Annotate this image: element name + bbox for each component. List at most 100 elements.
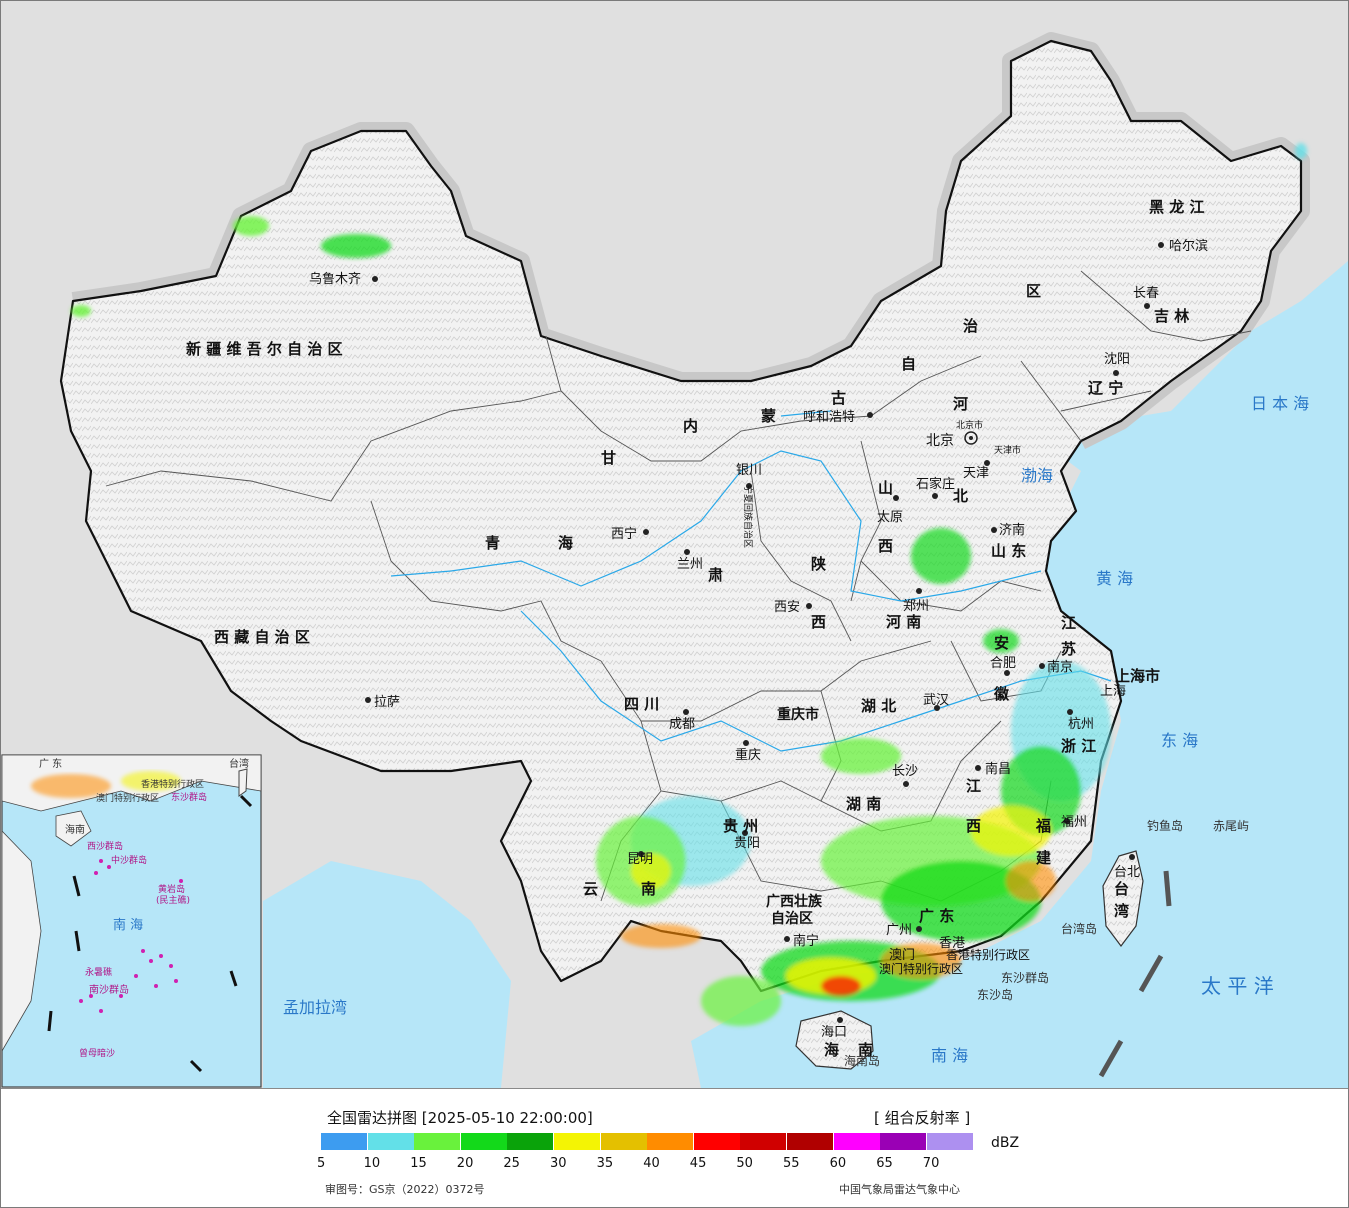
inset-zengmuansha: 曾母暗沙 <box>79 1047 115 1059</box>
island-diaoyudao: 钓鱼岛 <box>1147 818 1183 833</box>
city-changsha: 长沙 <box>892 764 918 779</box>
label-qinghai-1: 青 <box>485 534 500 552</box>
color-swatch <box>834 1133 880 1150</box>
inset-yongshujiao: 永暑礁 <box>85 966 112 978</box>
label-hubei: 湖 北 <box>861 697 896 715</box>
city-haikou: 海口 <box>821 1025 847 1040</box>
city-harbin: 哈尔滨 <box>1169 238 1208 254</box>
city-macau: 澳门 <box>889 947 915 963</box>
label-gansu-2: 肃 <box>708 566 723 584</box>
label-taiwan-0: 台 <box>1114 880 1129 898</box>
label-shaanxi-2: 西 <box>811 613 826 631</box>
label-hebei-1: 河 <box>953 395 968 413</box>
color-scale-tick: 55 <box>783 1156 800 1171</box>
color-swatch <box>461 1133 507 1150</box>
inset-taiwan: 台湾 <box>229 757 249 770</box>
city-shanghai: 上海 <box>1100 684 1126 699</box>
color-swatch <box>368 1133 414 1150</box>
label-shanxi-2: 西 <box>878 537 893 555</box>
label-henan: 河 南 <box>886 613 921 631</box>
label-jiangsu-1: 江 <box>1061 614 1076 632</box>
city-zhengzhou: 郑州 <box>903 599 929 614</box>
label-guizhou: 贵 州 <box>723 817 758 835</box>
city-shijiazhuang: 石家庄 <box>916 476 955 492</box>
label-hainan-1: 海 <box>824 1041 839 1059</box>
label-hebei-2: 北 <box>953 487 968 505</box>
label-chongqing: 重庆市 <box>777 706 819 723</box>
sea-huanghai: 黄 海 <box>1096 569 1133 588</box>
label-zhejiang: 浙 江 <box>1061 737 1096 755</box>
inset-guangdong: 广 东 <box>39 757 62 770</box>
color-scale-tick: 15 <box>410 1156 427 1171</box>
city-xian: 西安 <box>774 600 800 615</box>
inset-dongsha: 东沙群岛 <box>171 791 207 803</box>
city-nanning: 南宁 <box>793 933 819 949</box>
city-fuzhou: 福州 <box>1061 815 1087 830</box>
label-anhui-1: 安 <box>994 634 1009 652</box>
label-aomen: 澳门特别行政区 <box>879 961 963 976</box>
label-hunan: 湖 南 <box>846 795 881 813</box>
data-source: 中国气象局雷达气象中心 <box>839 1181 960 1197</box>
inset-minzhujiao: (民主礁) <box>156 894 190 906</box>
label-shanghai: 上海市 <box>1115 667 1160 685</box>
city-yinchuan: 银川 <box>736 463 762 478</box>
city-shenyang: 沈阳 <box>1104 352 1130 367</box>
color-scale-tick: 65 <box>876 1156 893 1171</box>
legend-title: 全国雷达拼图 [2025-05-10 22:00:00] <box>327 1107 593 1128</box>
sea-mengjialawan: 孟加拉湾 <box>283 998 347 1017</box>
label-guangxi-2: 自治区 <box>771 910 813 927</box>
label-jiangxi-0: 江 <box>966 777 981 795</box>
sea-ribenhai: 日 本 海 <box>1251 394 1309 413</box>
sea-donghai: 东 海 <box>1161 731 1198 750</box>
color-swatch <box>694 1133 740 1150</box>
label-heilongjiang: 黑 龙 江 <box>1149 198 1204 216</box>
label-shandong: 山 东 <box>991 542 1026 560</box>
inset-nanhai: 南 海 <box>113 917 143 933</box>
island-taiwandao: 台湾岛 <box>1061 921 1097 936</box>
city-nanjing: 南京 <box>1047 659 1073 675</box>
inset-zhongsha: 中沙群岛 <box>111 854 147 866</box>
city-hefei: 合肥 <box>990 656 1016 671</box>
color-swatch <box>647 1133 693 1150</box>
map-approval-number: 审图号：GS京（2022）0372号 <box>325 1181 485 1197</box>
color-swatch <box>554 1133 600 1150</box>
city-chongqing: 重庆 <box>735 747 761 763</box>
label-neimenggu-5: 区 <box>1026 282 1041 300</box>
color-scale-tick: 50 <box>736 1156 753 1171</box>
inset-nansha: 南沙群岛 <box>89 983 129 996</box>
color-scale-tick: 30 <box>550 1156 567 1171</box>
label-guangxi-1: 广西壮族 <box>766 893 823 910</box>
color-scale-tick: 60 <box>830 1156 847 1171</box>
label-shanxi-1: 山 <box>878 479 893 497</box>
label-qinghai-2: 海 <box>558 534 573 552</box>
city-beijing: 北京 <box>926 433 954 449</box>
city-changchun: 长春 <box>1133 286 1159 301</box>
city-hangzhou: 杭州 <box>1068 717 1094 732</box>
city-hohhot: 呼和浩特 <box>803 410 855 425</box>
label-yunnan-1: 云 <box>583 880 598 898</box>
color-swatch <box>601 1133 647 1150</box>
inset-hainan: 海南 <box>65 823 85 836</box>
city-guangzhou: 广州 <box>886 923 912 938</box>
sea-nanhai: 南 海 <box>931 1046 968 1065</box>
island-dongshaqundao: 东沙群岛 <box>1001 970 1049 985</box>
label-fujian-0: 福 <box>1035 817 1051 835</box>
island-dongshadao: 东沙岛 <box>977 987 1013 1002</box>
inset-huangyandao: 黄岩岛 <box>158 883 185 895</box>
city-urumqi: 乌鲁木齐 <box>309 271 361 287</box>
city-kunming: 昆明 <box>627 852 653 867</box>
city-lanzhou: 兰州 <box>677 557 703 572</box>
label-xinjiang: 新 疆 维 吾 尔 自 治 区 <box>186 340 343 358</box>
label-gansu-1: 甘 <box>601 449 616 467</box>
color-scale-tick: 5 <box>317 1156 325 1171</box>
label-liaoning: 辽 宁 <box>1088 379 1123 397</box>
city-hongkong: 香港 <box>939 936 965 951</box>
label-ningxia: 宁夏回族自治区 <box>742 485 754 548</box>
inset-aomen: 澳门特别行政区 <box>96 792 159 804</box>
color-scale-tick: 10 <box>364 1156 381 1171</box>
label-jiangxi-1: 西 <box>966 817 981 835</box>
label-fujian-1: 建 <box>1036 849 1052 867</box>
color-scale-tick: 45 <box>690 1156 707 1171</box>
label-beijing-city: 北京市 <box>956 419 983 431</box>
